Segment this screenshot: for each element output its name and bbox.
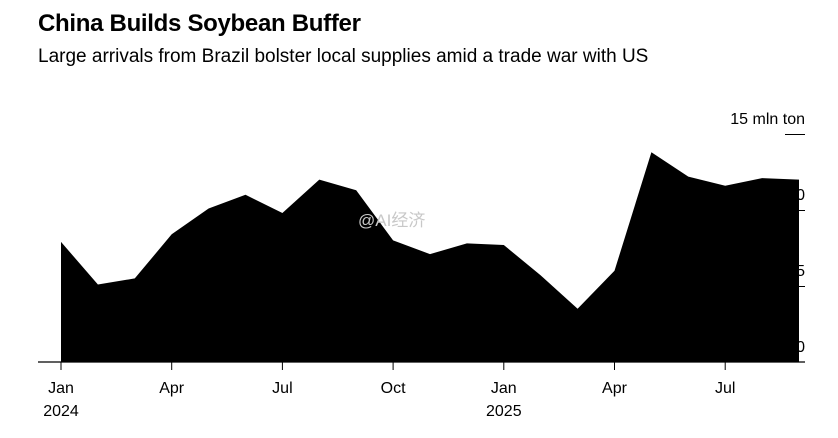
soybean-supply-area xyxy=(61,152,799,362)
x-tick-label: Jul xyxy=(272,380,292,397)
chart-title: China Builds Soybean Buffer xyxy=(38,10,361,37)
x-tick-year-label: 2024 xyxy=(43,403,79,420)
y-tick-label: 5 xyxy=(796,263,805,280)
x-tick-label: Jan xyxy=(48,380,74,397)
chart-subtitle: Large arrivals from Brazil bolster local… xyxy=(38,46,649,67)
x-tick-label: Jan xyxy=(491,380,517,397)
x-tick-label: Apr xyxy=(159,380,185,397)
y-tick-label: 15 mln ton xyxy=(730,111,805,128)
x-tick-label: Jul xyxy=(715,380,735,397)
x-tick-label: Apr xyxy=(602,380,628,397)
watermark-text: @AI经济 xyxy=(358,211,426,230)
x-tick-label: Oct xyxy=(381,380,406,397)
x-tick-year-label: 2025 xyxy=(486,403,522,420)
y-tick-label: 10 xyxy=(787,187,805,204)
y-tick-label: 0 xyxy=(796,339,805,356)
